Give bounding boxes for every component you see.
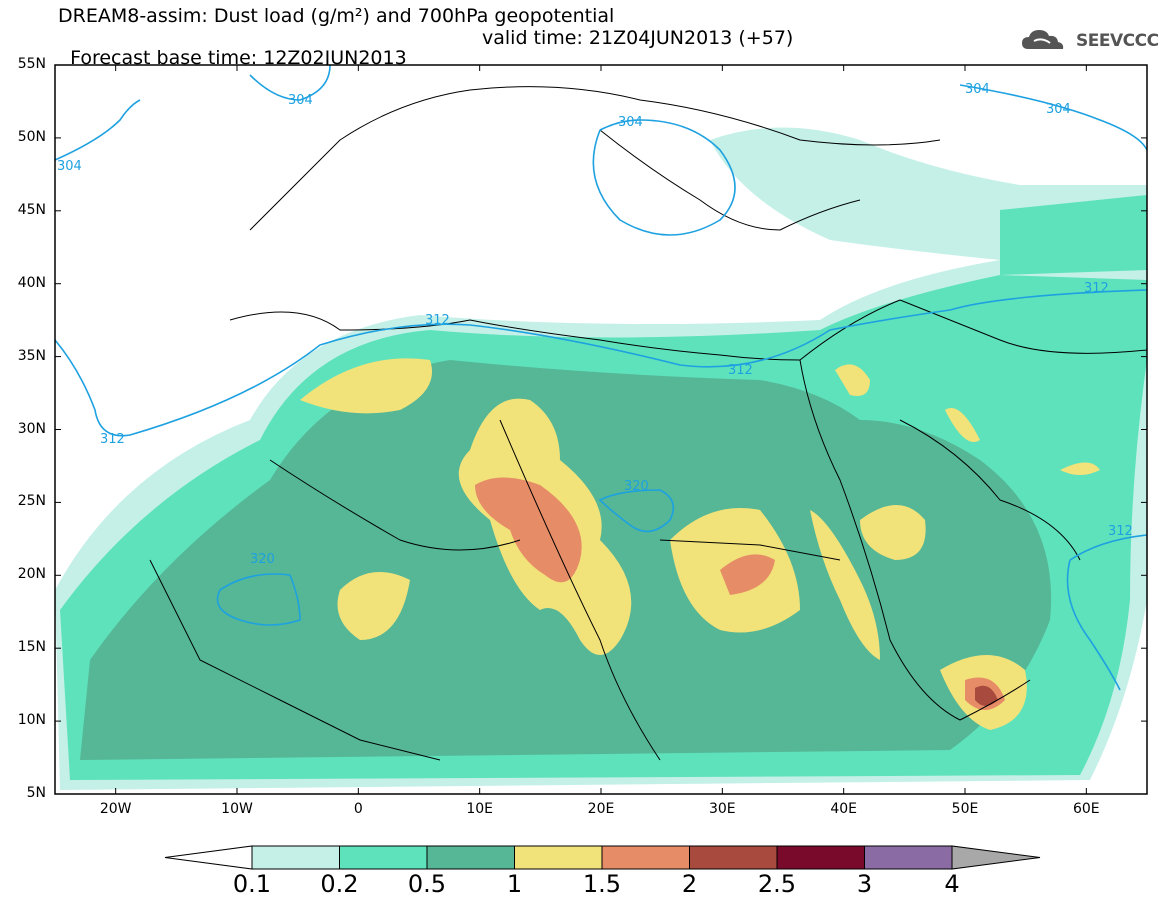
cloud-icon [1022, 30, 1064, 49]
colorbar-label: 2.5 [757, 870, 797, 898]
colorbar-segment [601, 845, 690, 870]
contour-label: 312 [1084, 281, 1109, 296]
colorbar-segment [689, 845, 778, 870]
colorbar [164, 845, 1041, 870]
colorbar-label: 0.5 [407, 870, 447, 898]
contour-label: 312 [425, 313, 450, 328]
dust-band-2 [975, 685, 998, 706]
contour-label: 312 [728, 363, 753, 378]
colorbar-segment [426, 845, 515, 870]
lat-tick-label: 15N [17, 639, 46, 656]
colorbar-label: 3 [856, 870, 873, 898]
seevccc-logo: SEEVCCC [1020, 27, 1160, 53]
colorbar-label: 1 [506, 870, 523, 898]
colorbar-segment [514, 845, 603, 870]
valid-time: valid time: 21Z04JUN2013 (+57) [482, 27, 794, 49]
contour-label: 304 [1046, 102, 1071, 117]
contour-label: 304 [57, 159, 82, 174]
contour-label: 304 [618, 115, 643, 130]
lat-tick-label: 35N [17, 347, 46, 364]
lat-tick-label: 40N [17, 274, 46, 291]
chart-title: DREAM8-assim: Dust load (g/m²) and 700hP… [58, 5, 615, 27]
lat-tick-label: 30N [17, 420, 46, 437]
contour-label: 312 [100, 432, 125, 447]
lon-tick-label: 0 [353, 801, 363, 817]
chart-subtitle: Forecast base time: 12Z02JUN2013 valid ti… [58, 28, 793, 69]
contour-label: 312 [1108, 524, 1133, 539]
lon-tick-label: 40E [830, 801, 857, 817]
lon-tick-label: 20W [99, 801, 132, 817]
lat-tick-label: 5N [26, 785, 46, 801]
colorbar-label: 1.5 [582, 870, 622, 898]
lon-tick-label: 10W [221, 801, 253, 817]
colorbar-segment [776, 845, 865, 870]
lon-tick-label: 60E [1072, 801, 1100, 817]
lon-tick-label: 30E [708, 801, 736, 817]
geopotential-contours [55, 65, 1147, 691]
contour-label: 304 [288, 93, 313, 108]
colorbar-label: 0.1 [232, 870, 272, 898]
colorbar-segment [339, 845, 428, 870]
colorbar-min-arrow [164, 845, 253, 870]
lat-tick-label: 20N [17, 566, 46, 583]
lat-tick-label: 55N [17, 56, 46, 72]
lat-tick-label: 25N [17, 493, 46, 510]
lon-tick-label: 20E [587, 801, 615, 817]
colorbar-label: 2 [681, 870, 698, 898]
logo-text: SEEVCCC [1076, 31, 1159, 51]
map-plot-area [55, 65, 1147, 790]
lat-tick-label: 45N [17, 201, 46, 218]
lat-tick-label: 10N [17, 712, 46, 729]
colorbar-label: 0.2 [320, 870, 359, 898]
contour-labels: 312 312 312 312 312 304 304 304 304 304 … [57, 82, 1133, 567]
contour-label: 320 [624, 479, 649, 494]
coastlines [149, 86, 1147, 761]
contour-label: 320 [250, 552, 275, 567]
colorbar-segment [864, 845, 953, 870]
lat-tick-label: 50N [17, 128, 46, 145]
colorbar-segment [251, 845, 340, 870]
forecast-base-time: Forecast base time: 12Z02JUN2013 [70, 47, 407, 69]
axis-ticks [55, 64, 1147, 795]
lon-tick-label: 50E [951, 801, 979, 817]
lon-tick-label: 10E [466, 801, 493, 817]
colorbar-label: 4 [944, 870, 960, 898]
colorbar-max-arrow [951, 845, 1041, 870]
contour-label: 304 [965, 82, 990, 97]
